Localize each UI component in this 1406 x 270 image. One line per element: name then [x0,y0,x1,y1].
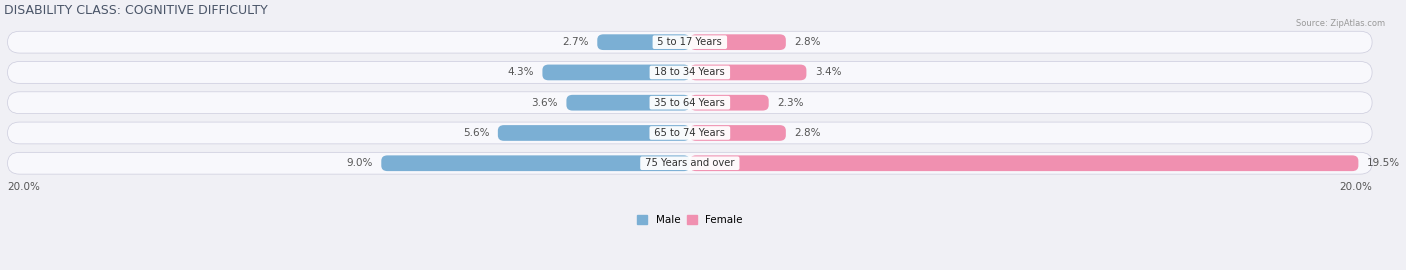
FancyBboxPatch shape [7,92,1372,114]
Text: 19.5%: 19.5% [1367,158,1400,168]
FancyBboxPatch shape [7,31,1372,53]
Text: 75 Years and over: 75 Years and over [643,158,738,168]
Text: 5 to 17 Years: 5 to 17 Years [654,37,725,47]
Text: 3.4%: 3.4% [815,68,841,77]
FancyBboxPatch shape [690,125,786,141]
FancyBboxPatch shape [598,34,690,50]
Text: DISABILITY CLASS: COGNITIVE DIFFICULTY: DISABILITY CLASS: COGNITIVE DIFFICULTY [4,4,269,17]
FancyBboxPatch shape [498,125,690,141]
Text: 4.3%: 4.3% [508,68,534,77]
Text: 18 to 34 Years: 18 to 34 Years [651,68,728,77]
FancyBboxPatch shape [690,155,1358,171]
Text: 20.0%: 20.0% [7,182,41,192]
Text: 2.8%: 2.8% [794,37,821,47]
FancyBboxPatch shape [543,65,690,80]
Text: 3.6%: 3.6% [531,98,558,108]
Text: 2.7%: 2.7% [562,37,589,47]
Text: 65 to 74 Years: 65 to 74 Years [651,128,728,138]
Text: Source: ZipAtlas.com: Source: ZipAtlas.com [1296,19,1385,28]
FancyBboxPatch shape [690,65,807,80]
FancyBboxPatch shape [7,62,1372,83]
FancyBboxPatch shape [690,95,769,111]
Text: 20.0%: 20.0% [1340,182,1372,192]
Text: 9.0%: 9.0% [346,158,373,168]
Text: 35 to 64 Years: 35 to 64 Years [651,98,728,108]
Text: 5.6%: 5.6% [463,128,489,138]
FancyBboxPatch shape [567,95,690,111]
Legend: Male, Female: Male, Female [633,211,747,229]
FancyBboxPatch shape [381,155,690,171]
FancyBboxPatch shape [690,34,786,50]
FancyBboxPatch shape [7,152,1372,174]
Text: 2.3%: 2.3% [778,98,804,108]
Text: 2.8%: 2.8% [794,128,821,138]
FancyBboxPatch shape [7,122,1372,144]
